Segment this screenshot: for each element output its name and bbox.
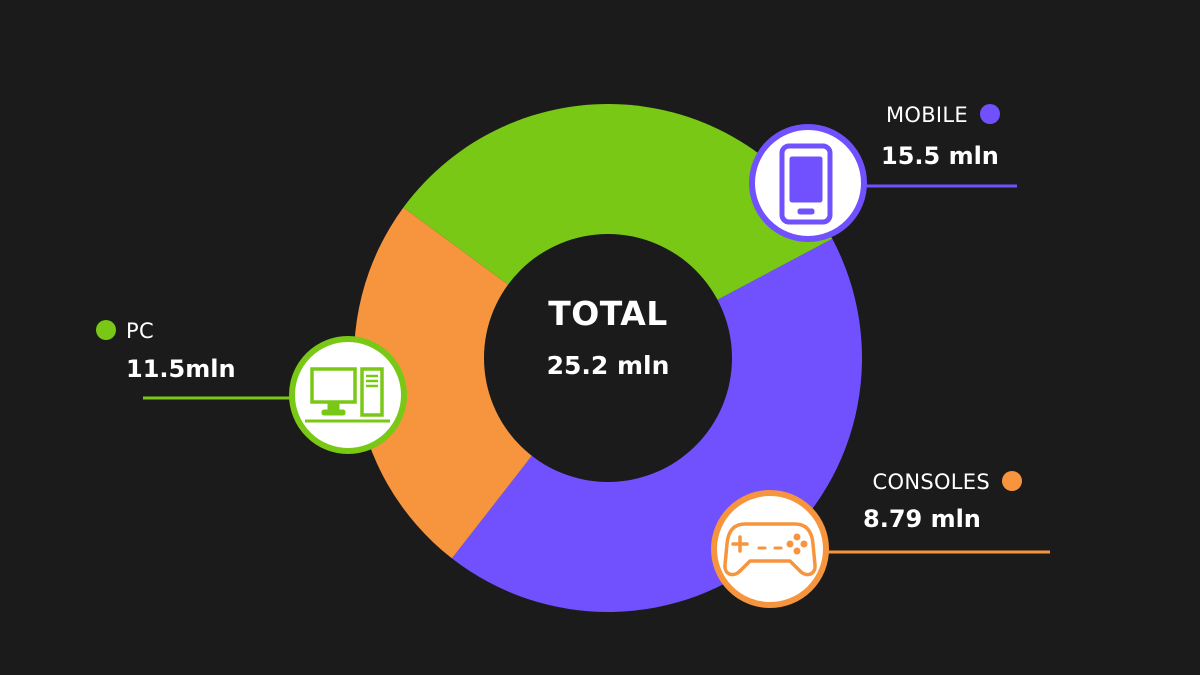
pc-value: 11.5mln xyxy=(126,355,236,383)
gamepad-icon xyxy=(723,522,817,577)
pc-label: PC xyxy=(126,319,154,343)
center-title: TOTAL xyxy=(548,294,668,333)
mobile-legend-dot xyxy=(980,104,1000,124)
consoles-legend-dot xyxy=(1002,471,1022,491)
gamepad-buttons xyxy=(786,533,808,555)
callout-pc: PC 11.5mln xyxy=(96,319,407,454)
mobile-value: 15.5 mln xyxy=(881,142,999,170)
pc-icon-solid-parts xyxy=(321,401,346,416)
consoles-value: 8.79 mln xyxy=(863,505,981,533)
smartphone-icon xyxy=(779,143,833,225)
pc-icon-badge xyxy=(289,336,407,454)
consoles-label: CONSOLES xyxy=(873,470,990,494)
slice-pc xyxy=(403,103,833,358)
pc-legend-dot xyxy=(96,320,116,340)
callout-mobile: MOBILE 15.5 mln xyxy=(749,103,1017,242)
donut-hole xyxy=(484,234,732,482)
callout-consoles: CONSOLES 8.79 mln xyxy=(711,470,1050,608)
mobile-label: MOBILE xyxy=(886,103,968,127)
consoles-icon-badge xyxy=(711,490,829,608)
center-total-value: 25.2 mln xyxy=(547,351,670,380)
slice-consoles xyxy=(354,207,608,559)
